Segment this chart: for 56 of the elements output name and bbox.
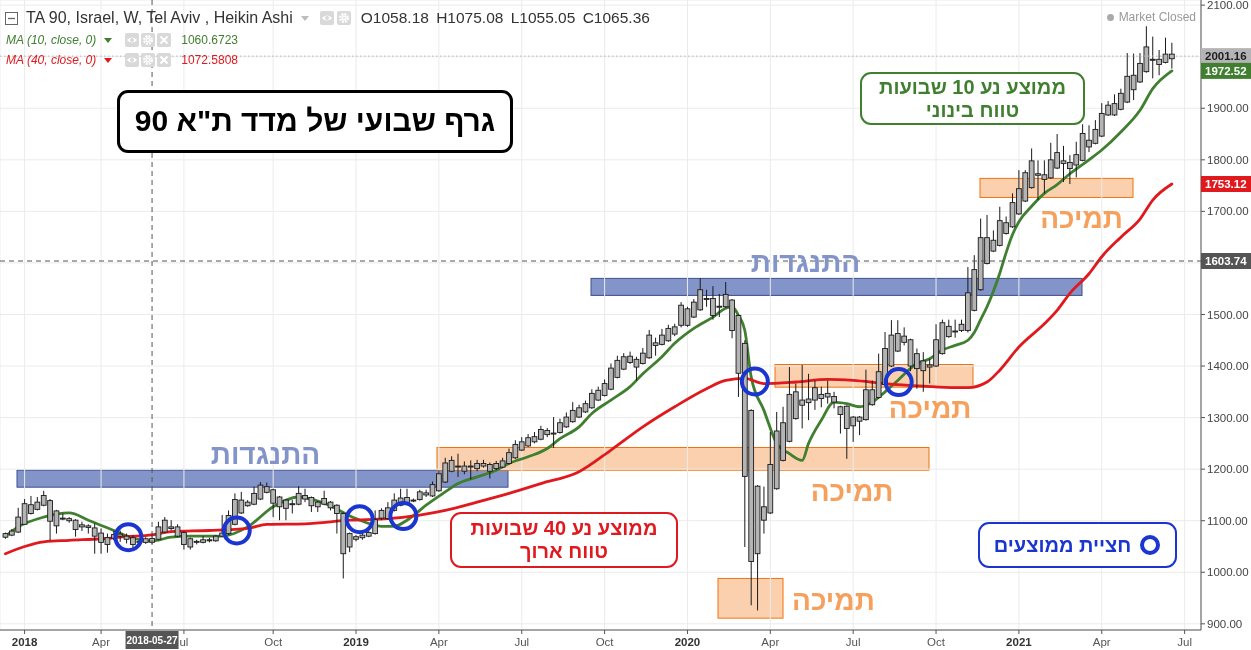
x-tick-label: Jul <box>1177 636 1192 648</box>
y-tick-label: 1700.00 <box>1207 205 1249 218</box>
annotation: גרף שבועי של מדד ת"א 90 <box>134 104 496 139</box>
point <box>739 366 770 397</box>
x-tick-label: 2018 <box>11 636 38 648</box>
annotation: טווח ארוך <box>519 540 609 563</box>
text: 1753.12 <box>1205 177 1247 190</box>
annotation: ממוצע נע 40 שבועות <box>470 517 658 540</box>
y-tick-label: 1400.00 <box>1207 360 1249 373</box>
y-tick-label: 1900.00 <box>1207 102 1249 115</box>
point <box>883 367 914 398</box>
text: O1058.18 H1075.08 L1055.05 C1065.36 <box>360 9 650 27</box>
legend-label: MA (10, close, 0) <box>6 33 97 47</box>
legend-label: חציית ממוצעים <box>993 533 1132 557</box>
x-tick-label: ul <box>179 636 189 648</box>
x-tick-label: Jul <box>514 636 530 648</box>
annotation: ממוצע נע 10 שבועות <box>879 75 1066 99</box>
point <box>344 504 375 535</box>
y-tick-label: 1200.00 <box>1207 463 1249 476</box>
legend-label: MA (40, close, 0) <box>6 53 97 67</box>
text: TA 90, Israel, W, Tel Aviv , Heikin Ashi <box>26 9 293 27</box>
x-tick-label: Apr <box>1092 636 1111 648</box>
annotation: טווח בינוני <box>925 98 1020 122</box>
x-tick-label: Oct <box>927 636 946 648</box>
band-label: התנגדות <box>750 247 861 279</box>
band-label: תמיכה <box>792 585 875 617</box>
annotation: Market Closed <box>1118 10 1196 24</box>
x-tick-label: 2020 <box>674 636 701 648</box>
ref-line-label: 1603.74 <box>1205 255 1248 267</box>
y-tick-label: 1000.00 <box>1207 566 1249 579</box>
y-tick-label: 1800.00 <box>1207 153 1249 166</box>
point <box>388 501 419 532</box>
ref-line-label: 2018-05-27 <box>126 635 179 646</box>
y-tick-label: 1100.00 <box>1207 514 1248 527</box>
x-tick-label: Jul <box>845 636 861 648</box>
x-tick-label: Apr <box>92 636 111 648</box>
x-tick-label: 2019 <box>343 636 369 648</box>
x-tick-label: Apr <box>761 636 780 648</box>
x-tick-label: Oct <box>595 636 615 648</box>
y-tick-label: 900.00 <box>1207 617 1243 630</box>
point <box>221 515 252 546</box>
band-label: תמיכה <box>810 476 894 508</box>
y-tick-label: 1500.00 <box>1207 308 1249 321</box>
band-label: תמיכה <box>1040 203 1123 235</box>
y-tick-label: 2100.00 <box>1207 0 1249 12</box>
x-tick-label: 2021 <box>1006 636 1033 648</box>
band-label: התנגדות <box>210 439 321 471</box>
ref-line-label: 2001.16 <box>1205 50 1247 63</box>
y-tick-label: 1300.00 <box>1207 411 1249 424</box>
band-label: תמיכה <box>888 393 972 425</box>
text: 1972.52 <box>1205 64 1247 77</box>
annotation: 1072.5808 <box>181 53 238 67</box>
x-tick-label: Apr <box>429 636 448 648</box>
point <box>113 522 144 553</box>
annotation: 1060.6723 <box>181 33 238 47</box>
x-tick-label: Oct <box>264 636 283 648</box>
